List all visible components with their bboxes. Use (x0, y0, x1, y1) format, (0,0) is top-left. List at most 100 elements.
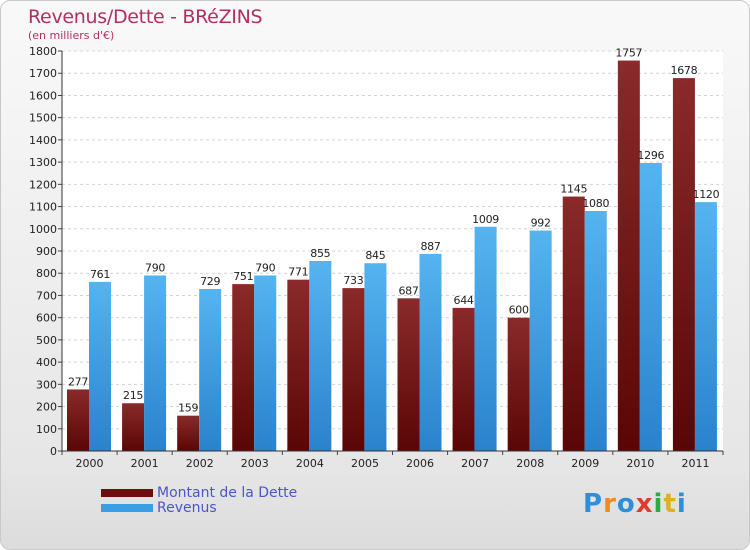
axes (61, 51, 723, 452)
data-label-revenus: 845 (365, 249, 385, 262)
data-label-debt: 644 (454, 294, 474, 307)
bar-revenus (639, 163, 662, 451)
proxiti-logo: Proxiti (583, 489, 687, 519)
y-tick-label: 1200 (29, 178, 57, 191)
y-tick-label: 400 (36, 356, 57, 369)
data-label-revenus: 887 (420, 240, 440, 253)
bar-debt (342, 288, 365, 451)
y-tick-label: 1600 (29, 89, 57, 102)
legend-swatch-revenus (101, 504, 153, 512)
bar-revenus (584, 211, 607, 451)
data-label-revenus: 992 (531, 217, 551, 230)
data-label-debt: 277 (68, 375, 88, 388)
data-label-revenus: 729 (200, 275, 220, 288)
bars (67, 60, 717, 452)
x-tick-label: 2000 (76, 457, 104, 470)
logo-letter: P (583, 489, 604, 519)
bar-revenus (694, 202, 717, 451)
y-axis-ticks: 0 100 200 300 400 500 600 700 800 900 1000 1100 1200… (29, 45, 62, 458)
bar-revenus (419, 253, 442, 451)
logo-letter: x (635, 489, 654, 519)
y-tick-label: 100 (36, 423, 57, 436)
y-tick-label: 1800 (29, 45, 57, 58)
y-tick-label: 700 (36, 289, 57, 302)
bar-debt (122, 403, 145, 451)
x-tick-label: 2010 (626, 457, 654, 470)
bar-revenus (529, 230, 552, 451)
x-tick-label: 2003 (241, 457, 269, 470)
y-tick-label: 1000 (29, 223, 57, 236)
logo-letter: t (663, 489, 677, 519)
chart-subtitle: (en milliers d'€) (28, 29, 115, 42)
logo-letter: r (603, 489, 617, 519)
data-label-debt: 159 (178, 402, 198, 415)
y-tick-label: 600 (36, 312, 57, 325)
data-label-debt: 1757 (615, 47, 642, 60)
legend-label-debt: Montant de la Dette (157, 485, 298, 501)
logo-letter: o (616, 489, 636, 519)
data-label-revenus: 1080 (582, 197, 609, 210)
y-tick-label: 1400 (29, 134, 57, 147)
x-tick-label: 2001 (131, 457, 159, 470)
data-label-revenus: 1009 (472, 213, 499, 226)
bar-debt (617, 60, 640, 452)
bar-debt (672, 78, 695, 451)
bar-debt (507, 317, 530, 451)
data-label-revenus: 790 (145, 261, 165, 274)
x-tick-label: 2011 (681, 457, 709, 470)
bar-revenus (364, 263, 387, 451)
data-label-debt: 1678 (671, 64, 698, 77)
x-tick-label: 2004 (296, 457, 324, 470)
y-tick-label: 1500 (29, 112, 57, 125)
bar-revenus (89, 281, 111, 451)
legend-label-revenus: Revenus (157, 500, 217, 516)
y-tick-label: 900 (36, 245, 57, 258)
bar-revenus (199, 289, 222, 451)
chart-title: Revenus/Dette - BRéZINS (28, 6, 263, 28)
legend-swatch-debt (101, 489, 153, 497)
x-tick-label: 2005 (351, 457, 379, 470)
bar-debt (232, 284, 255, 451)
x-tick-label: 2006 (406, 457, 434, 470)
bar-revenus (474, 226, 497, 451)
x-axis-ticks: 2000 2001 2002 2003 2004 2005 2006 2007 2008 2009… (61, 451, 724, 470)
data-label-debt: 733 (343, 274, 363, 287)
data-label-debt: 771 (288, 266, 308, 279)
bar-revenus (309, 261, 332, 451)
data-label-revenus: 855 (310, 247, 330, 260)
data-label-revenus: 1120 (693, 188, 720, 201)
y-tick-label: 200 (36, 401, 57, 414)
data-label-revenus: 1296 (637, 149, 664, 162)
y-tick-label: 1100 (29, 201, 57, 214)
x-tick-label: 2002 (186, 457, 214, 470)
data-label-debt: 215 (123, 389, 143, 402)
x-tick-label: 2007 (461, 457, 489, 470)
y-tick-label: 0 (50, 445, 57, 458)
x-tick-label: 2008 (516, 457, 544, 470)
data-label-debt: 600 (509, 304, 529, 317)
bar-revenus (144, 275, 167, 451)
y-tick-label: 1700 (29, 67, 57, 80)
bar-revenus (254, 275, 277, 451)
bar-debt (177, 415, 200, 451)
bar-debt (287, 279, 310, 451)
y-tick-label: 800 (36, 267, 57, 280)
data-label-revenus: 761 (90, 268, 110, 281)
bar-debt (397, 298, 420, 451)
x-tick-label: 2009 (571, 457, 599, 470)
data-label-revenus: 790 (255, 261, 275, 274)
logo-letter: i (676, 489, 687, 519)
grid-lines (62, 50, 723, 452)
y-tick-label: 500 (36, 334, 57, 347)
data-label-debt: 751 (233, 270, 253, 283)
y-tick-label: 1300 (29, 156, 57, 169)
bar-debt (67, 389, 89, 451)
y-tick-label: 300 (36, 378, 57, 391)
bar-debt (452, 307, 475, 451)
bar-debt (562, 196, 585, 451)
data-label-debt: 1145 (560, 183, 587, 196)
logo-letter: i (653, 489, 664, 519)
